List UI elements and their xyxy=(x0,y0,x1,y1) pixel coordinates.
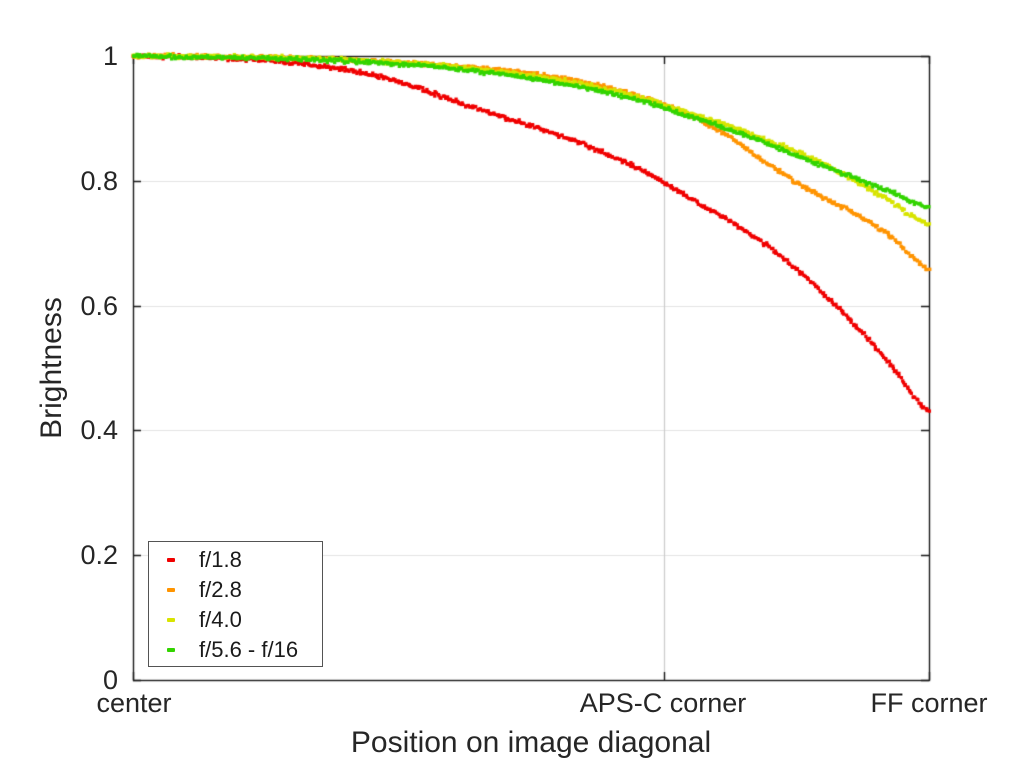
legend-marker-f4-0-icon xyxy=(167,618,175,622)
legend-marker-f1-8-icon xyxy=(167,558,175,562)
x-tick-label-center: center xyxy=(96,688,172,718)
y-tick-label-0-6: 0.6 xyxy=(80,291,118,321)
legend-label-f1-8: f/1.8 xyxy=(199,547,242,572)
legend-marker-f5-6-f16-icon xyxy=(167,648,175,652)
y-tick-label-1: 1 xyxy=(102,41,118,71)
legend-label-f4-0: f/4.0 xyxy=(199,607,242,632)
legend-item-f1-8: f/1.8 xyxy=(149,545,322,575)
legend-label-f2-8: f/2.8 xyxy=(199,577,242,602)
x-tick-label-apsc-corner: APS-C corner xyxy=(579,688,747,718)
y-tick-label-0-2: 0.2 xyxy=(80,540,118,570)
x-axis-label: Position on image diagonal xyxy=(350,726,712,759)
y-tick-label-0-4: 0.4 xyxy=(80,415,118,445)
x-tick-label-ff-corner: FF corner xyxy=(870,688,988,718)
legend-label-f5-6-f16: f/5.6 - f/16 xyxy=(199,637,299,662)
legend-item-f2-8: f/2.8 xyxy=(149,575,322,605)
legend-marker-f2-8-icon xyxy=(167,588,175,592)
y-axis-label: Brightness xyxy=(35,297,68,439)
y-tick-label-0: 0 xyxy=(102,665,118,695)
legend-item-f4-0: f/4.0 xyxy=(149,605,322,635)
legend: f/1.8 f/2.8 f/4.0 f/5.6 - f/16 xyxy=(148,541,323,667)
y-tick-label-0-8: 0.8 xyxy=(80,166,118,196)
legend-item-f5-6-f16: f/5.6 - f/16 xyxy=(149,635,322,665)
